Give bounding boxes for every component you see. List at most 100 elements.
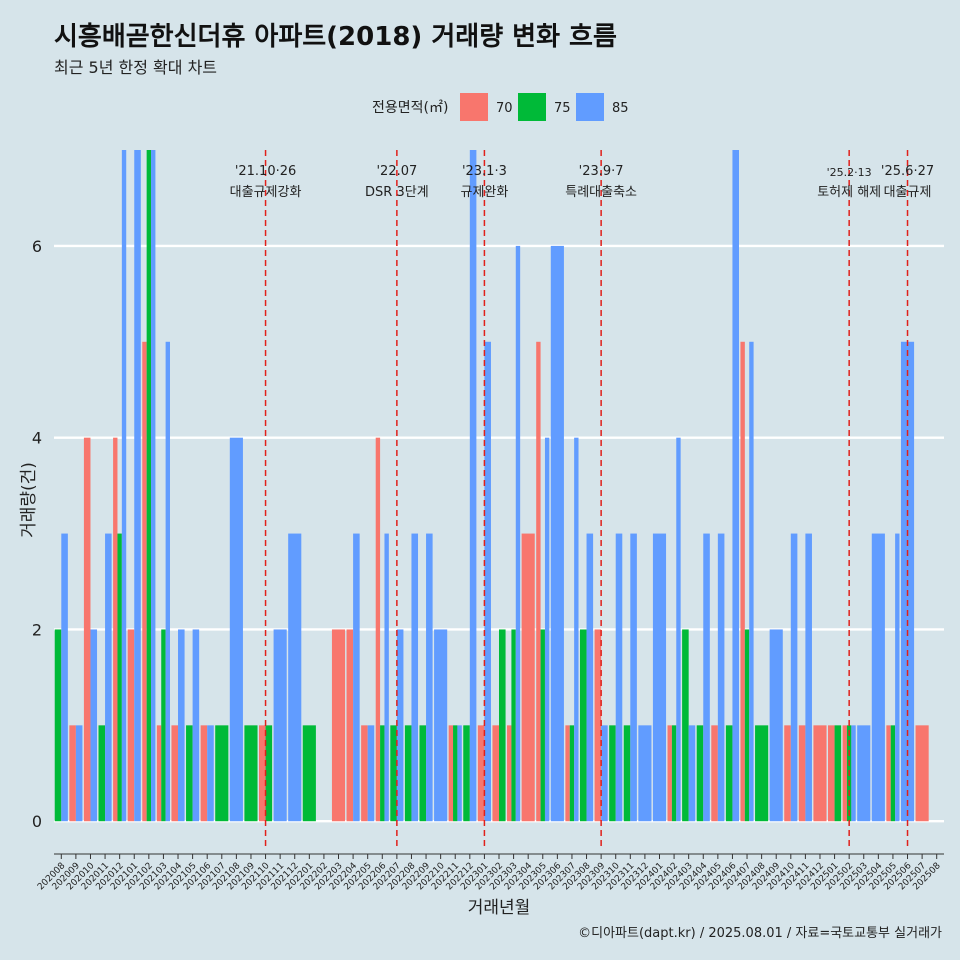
bar-85-202105 (192, 629, 200, 822)
bar-85-202111 (273, 629, 287, 822)
bar-70-202106 (200, 725, 208, 822)
bar-85-202303 (515, 245, 521, 822)
bar-85-202309 (601, 725, 608, 822)
bar-70-202211 (448, 725, 454, 822)
bar-75-202110 (265, 725, 273, 822)
y-axis-title: 거래량(건) (19, 462, 39, 538)
y-tick-label: 6 (32, 237, 42, 256)
bar-70-202507 (915, 725, 929, 822)
bar-75-202403 (682, 629, 689, 822)
bar-75-202105 (186, 725, 193, 822)
bar-75-202310 (609, 725, 616, 822)
bar-75-202207 (390, 725, 397, 822)
bar-75-202008 (54, 629, 62, 822)
bar-85-202104 (178, 629, 185, 822)
bar-70-202009 (69, 725, 76, 822)
bar-85-202305 (544, 437, 550, 822)
bar-85-202406 (732, 150, 740, 822)
bar-75-202408 (755, 725, 769, 822)
bar-75-202402 (671, 725, 677, 822)
bar-85-202308 (586, 533, 594, 822)
event-label: 규제완화 (460, 185, 508, 200)
event-label: 대출규제강화 (230, 185, 302, 200)
bar-75-202211 (453, 725, 458, 822)
bar-70-202405 (711, 725, 718, 822)
bar-85-202405 (717, 533, 725, 822)
bar-85-202307 (574, 437, 579, 822)
bar-70-202304 (521, 533, 535, 822)
bar-70-202206 (375, 437, 381, 822)
event-date: '25.6·27 (881, 164, 934, 179)
bar-75-202302 (499, 629, 506, 822)
event-date: '22.07 (376, 164, 417, 179)
bar-85-202211 (457, 725, 462, 822)
bar-85-202310 (615, 533, 623, 822)
bar-85-202505 (895, 533, 900, 822)
bar-75-202011 (98, 725, 106, 822)
legend-swatch-70 (460, 93, 488, 121)
bar-70-202305 (536, 341, 541, 822)
bar-85-202504 (871, 533, 885, 822)
bar-70-202012 (113, 437, 118, 822)
bar-75-202212 (463, 725, 470, 822)
bar-70-202104 (171, 725, 179, 822)
bar-70-202412 (813, 725, 827, 822)
bar-70-202303 (507, 725, 512, 822)
bar-85-202010 (90, 629, 98, 822)
event-date: '23.1·3 (462, 164, 507, 179)
y-tick-label: 2 (32, 620, 42, 639)
bar-75-202308 (579, 629, 587, 822)
bar-85-202407 (749, 341, 754, 822)
bar-75-202311 (623, 725, 631, 822)
bar-85-202301 (484, 341, 491, 822)
bar-75-202102 (146, 150, 152, 822)
bar-70-202505 (886, 725, 891, 822)
y-tick-label: 0 (32, 812, 42, 831)
bar-70-202411 (798, 725, 806, 822)
bar-70-202407 (740, 341, 745, 822)
bar-85-202209 (426, 533, 433, 822)
chart-subtitle: 최근 5년 한정 확대 차트 (54, 58, 218, 77)
bar-75-202012 (117, 533, 122, 822)
bar-70-202309 (594, 629, 602, 822)
bar-85-202208 (411, 533, 419, 822)
bar-85-202401 (652, 533, 667, 822)
bar-75-202303 (511, 629, 516, 822)
bar-70-202204 (346, 629, 354, 822)
bar-70-202302 (492, 725, 499, 822)
bar-75-202103 (161, 629, 166, 822)
bar-85-202108 (229, 437, 243, 822)
bar-75-202406 (725, 725, 733, 822)
bar-85-202204 (353, 533, 360, 822)
bar-85-202011 (105, 533, 112, 822)
bar-85-202102 (151, 150, 156, 822)
bar-85-202103 (165, 341, 170, 822)
bar-75-202109 (244, 725, 258, 822)
bar-75-202404 (696, 725, 704, 822)
bar-85-202112 (288, 533, 302, 822)
bar-85-202008 (61, 533, 68, 822)
bar-85-202409 (769, 629, 783, 822)
event-label: 특례대출축소 (565, 185, 637, 200)
bar-85-202312 (638, 725, 652, 822)
bar-70-202101 (127, 629, 135, 822)
chart-title: 시흥배곧한신더휴 아파트(2018) 거래량 변화 흐름 (54, 22, 617, 52)
bar-85-202403 (688, 725, 696, 822)
x-axis-title: 거래년월 (468, 898, 531, 918)
bar-75-202407 (744, 629, 750, 822)
bar-85-202012 (121, 150, 127, 822)
bar-75-202505 (890, 725, 896, 822)
bar-85-202210 (434, 629, 448, 822)
bar-70-202301 (477, 725, 485, 822)
bar-85-202205 (367, 725, 375, 822)
legend-swatch-85 (576, 93, 604, 121)
bar-70-202103 (156, 725, 162, 822)
bar-70-202102 (142, 341, 147, 822)
bar-85-202411 (805, 533, 812, 822)
event-label: DSR 3단계 (365, 185, 429, 200)
bar-85-202306 (550, 245, 564, 822)
bar-85-202502 (851, 725, 856, 822)
bar-75-202107 (215, 725, 229, 822)
bar-85-202206 (384, 533, 389, 822)
